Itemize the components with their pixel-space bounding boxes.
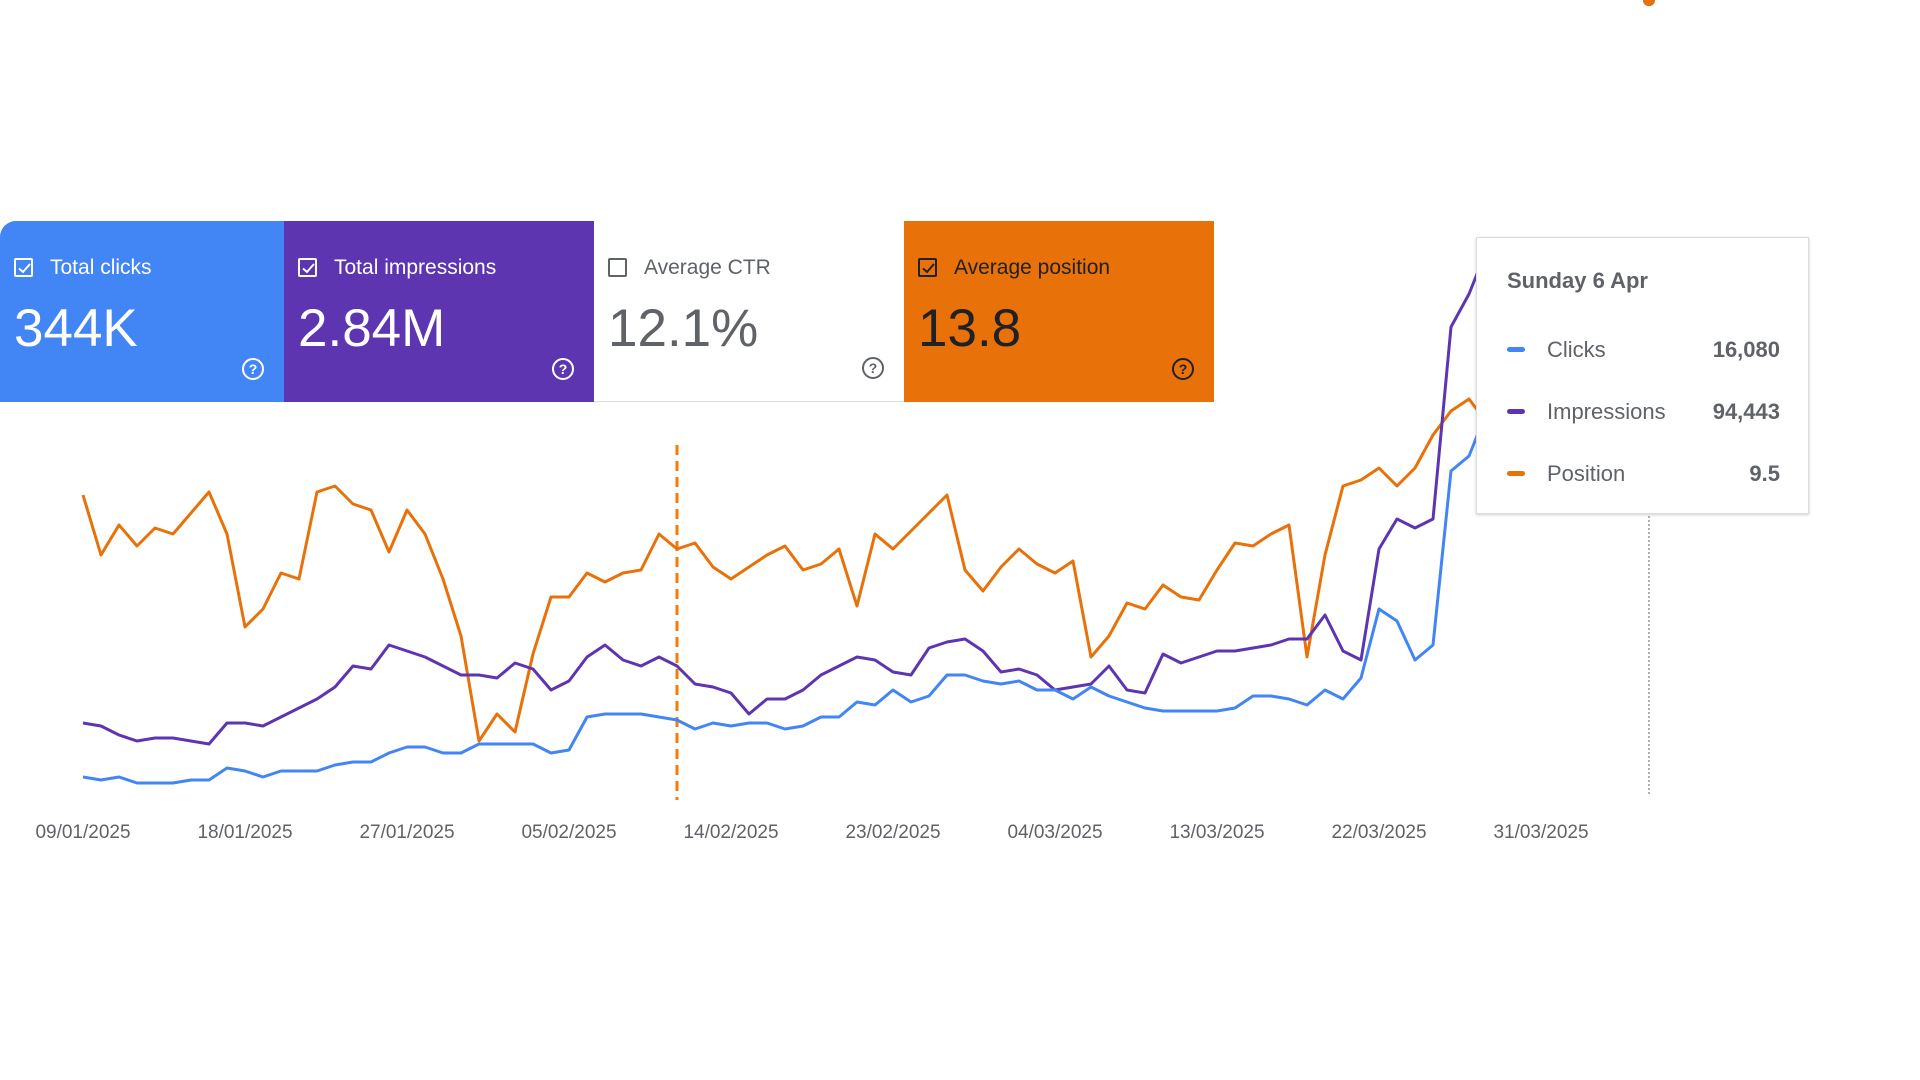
tooltip-series-value: 16,080	[1712, 337, 1780, 362]
checkbox-unchecked-icon[interactable]	[608, 258, 627, 277]
card-value: 2.84M	[298, 299, 446, 358]
position-series-line[interactable]	[81, 397, 1614, 743]
average-ctr-card[interactable]: Average CTR 12.1% ?	[594, 221, 904, 402]
card-value: 344K	[14, 299, 138, 358]
position-hover-point	[1643, 0, 1655, 6]
x-tick-label: 18/01/2025	[197, 822, 293, 843]
x-tick-label: 13/03/2025	[1169, 822, 1265, 843]
tooltip-series-name: Position	[1547, 461, 1626, 486]
help-icon[interactable]: ?	[1172, 358, 1194, 380]
card-label: Average position	[954, 256, 1111, 279]
total-impressions-card[interactable]: Total impressions 2.84M ?	[284, 221, 594, 402]
tooltip-series-value: 9.5	[1749, 461, 1780, 486]
tooltip-date: Sunday 6 Apr	[1507, 268, 1648, 293]
impressions-series-line[interactable]	[82, 247, 1614, 746]
x-tick-label: 31/03/2025	[1493, 822, 1589, 843]
metric-cards: Total clicks 344K ? Total impressions 2.…	[0, 221, 1214, 402]
tooltip-row-position: Position 9.5	[1507, 459, 1780, 489]
x-tick-label: 04/03/2025	[1007, 822, 1103, 843]
card-label: Average CTR	[644, 256, 771, 279]
card-label: Total impressions	[334, 256, 497, 279]
tooltip-series-name: Impressions	[1547, 399, 1666, 424]
tooltip-row-impressions: Impressions 94,443	[1507, 397, 1780, 427]
card-value: 13.8	[918, 299, 1022, 358]
average-position-card[interactable]: Average position 13.8 ?	[904, 221, 1214, 402]
help-icon[interactable]: ?	[552, 358, 574, 380]
card-value: 12.1%	[608, 299, 759, 358]
checkbox-checked-icon[interactable]	[14, 258, 33, 277]
checkbox-checked-icon[interactable]	[918, 258, 937, 277]
x-tick-label: 27/01/2025	[359, 822, 455, 843]
clicks-swatch	[1507, 347, 1525, 352]
help-icon[interactable]: ?	[242, 358, 264, 380]
tooltip-series-name: Clicks	[1547, 337, 1606, 362]
tooltip-series-value: 94,443	[1712, 399, 1780, 424]
clicks-series-line[interactable]	[82, 268, 1614, 785]
help-icon[interactable]: ?	[862, 357, 884, 379]
chart-tooltip: Sunday 6 Apr Clicks 16,080 Impressions 9…	[1476, 237, 1809, 514]
tooltip-row-clicks: Clicks 16,080	[1507, 335, 1780, 365]
checkbox-checked-icon[interactable]	[298, 258, 317, 277]
impressions-swatch	[1507, 409, 1525, 414]
total-clicks-card[interactable]: Total clicks 344K ?	[0, 221, 284, 402]
x-tick-label: 09/01/2025	[35, 822, 131, 843]
x-tick-label: 22/03/2025	[1331, 822, 1427, 843]
position-swatch	[1507, 471, 1525, 476]
x-tick-label: 14/02/2025	[683, 822, 779, 843]
card-label: Total clicks	[50, 256, 152, 279]
x-tick-label: 05/02/2025	[521, 822, 617, 843]
x-tick-label: 23/02/2025	[845, 822, 941, 843]
